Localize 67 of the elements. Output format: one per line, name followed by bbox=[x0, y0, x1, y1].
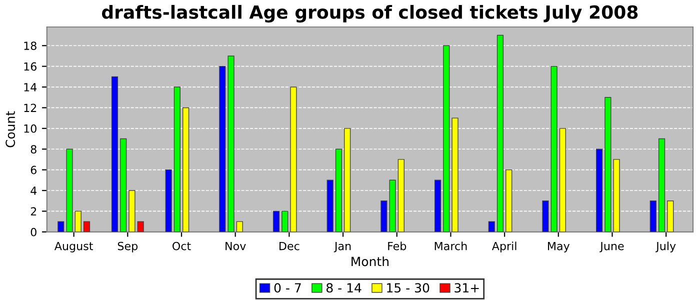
y-tick-label: 10 bbox=[24, 124, 36, 133]
x-tick-label: April bbox=[492, 242, 516, 252]
bar bbox=[182, 107, 190, 232]
bar bbox=[443, 45, 450, 232]
y-tick-label: 12 bbox=[24, 104, 36, 112]
x-tick-label: August bbox=[54, 242, 93, 252]
chart-title: drafts-lastcall Age groups of closed tickets July 2008 bbox=[102, 4, 638, 23]
bar bbox=[658, 138, 666, 232]
bar bbox=[488, 221, 495, 232]
bar bbox=[542, 200, 549, 232]
x-tick-label: June bbox=[600, 242, 624, 252]
bar bbox=[111, 76, 118, 232]
legend-label: 8 - 14 bbox=[326, 283, 362, 293]
bar bbox=[128, 190, 136, 232]
bar bbox=[496, 34, 504, 232]
bar bbox=[559, 128, 566, 232]
y-tick-label: 2 bbox=[30, 207, 36, 216]
bar bbox=[389, 180, 396, 232]
y-tick-label: 4 bbox=[30, 186, 37, 195]
x-tick-label: March bbox=[434, 242, 467, 250]
legend-label: 0 - 7 bbox=[274, 283, 301, 293]
bar bbox=[272, 210, 280, 232]
x-tick-label: Dec bbox=[280, 242, 300, 250]
bar bbox=[228, 56, 234, 232]
bar bbox=[219, 66, 226, 232]
bar bbox=[344, 128, 351, 232]
bar bbox=[236, 221, 243, 232]
legend-label: 31+ bbox=[454, 283, 479, 293]
bar bbox=[434, 180, 442, 232]
y-tick-label: 0 bbox=[30, 228, 36, 236]
x-axis-title: Month bbox=[352, 256, 388, 266]
bar bbox=[66, 148, 73, 232]
bar bbox=[380, 200, 388, 232]
x-tick-label: Feb bbox=[388, 242, 406, 250]
bar bbox=[604, 97, 612, 232]
y-tick-label: 14 bbox=[24, 83, 37, 92]
y-tick-label: 6 bbox=[30, 166, 36, 174]
x-tick-label: Oct bbox=[172, 242, 191, 250]
bar bbox=[290, 86, 297, 232]
bar bbox=[550, 66, 558, 232]
y-tick-label: 8 bbox=[30, 145, 36, 154]
legend-label: 15 - 30 bbox=[387, 283, 430, 293]
bar bbox=[398, 159, 404, 232]
bar bbox=[667, 200, 674, 232]
y-axis-title: Count bbox=[6, 111, 16, 148]
bar bbox=[74, 210, 82, 232]
bar bbox=[452, 118, 458, 232]
bar bbox=[613, 159, 620, 232]
x-tick-label: Jan bbox=[334, 242, 351, 252]
x-tick-label: Nov bbox=[226, 242, 246, 250]
bar bbox=[282, 210, 288, 232]
bar bbox=[326, 180, 334, 232]
x-tick-label: July bbox=[656, 242, 676, 252]
y-tick-label: 16 bbox=[24, 62, 36, 71]
bar bbox=[506, 169, 512, 232]
bar bbox=[83, 221, 90, 232]
y-tick-label: 18 bbox=[24, 42, 36, 50]
bar bbox=[596, 148, 603, 232]
bar bbox=[165, 169, 172, 232]
bar bbox=[120, 138, 127, 232]
x-tick-label: May bbox=[548, 242, 570, 252]
x-tick-label: Sep bbox=[118, 242, 138, 252]
bar bbox=[58, 221, 64, 232]
bar bbox=[650, 200, 656, 232]
bar bbox=[137, 221, 144, 232]
bar bbox=[335, 148, 342, 232]
bar bbox=[174, 86, 181, 232]
